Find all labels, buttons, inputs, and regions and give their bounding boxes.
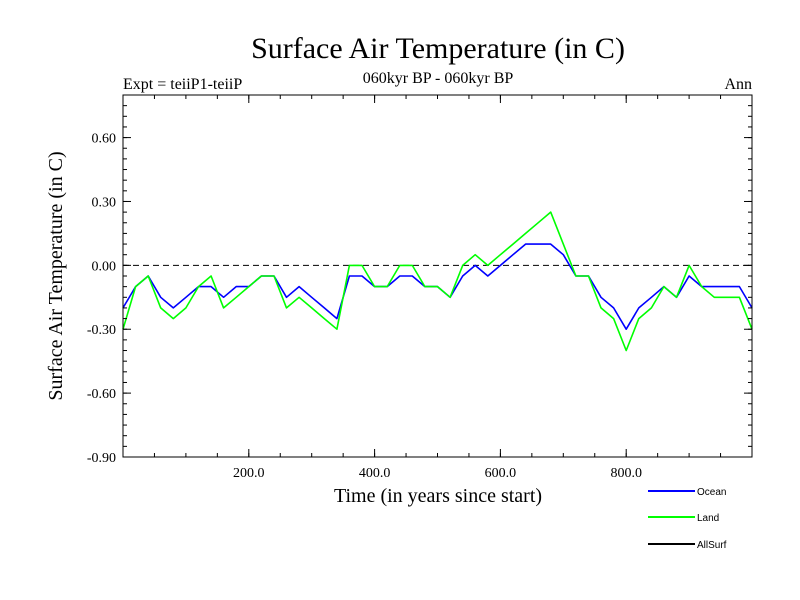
chart-subtitle-left: Expt = teiiP1-teiiP <box>123 76 242 93</box>
y-tick-label: 0.00 <box>92 259 117 274</box>
y-tick-label: -0.60 <box>87 387 116 402</box>
legend-label-ocean: Ocean <box>697 487 726 498</box>
x-tick-label: 400.0 <box>359 466 391 481</box>
x-tick-label: 200.0 <box>233 466 265 481</box>
legend: Ocean Land AllSurf <box>648 487 727 551</box>
chart-subtitle-center: 060kyr BP - 060kyr BP <box>363 70 514 87</box>
legend-label-land: Land <box>697 513 719 524</box>
y-tick-label: 0.60 <box>92 132 117 147</box>
y-axis-label: Surface Air Temperature (in C) <box>45 151 67 400</box>
legend-label-allsurf: AllSurf <box>697 540 727 551</box>
y-tick-label: 0.30 <box>92 195 117 210</box>
x-axis-label: Time (in years since start) <box>334 485 542 507</box>
x-tick-label: 800.0 <box>610 466 642 481</box>
y-tick-label: -0.90 <box>87 451 116 466</box>
plot-area: -0.90 -0.60 -0.30 0.00 0.30 0.60 200.0 400.0 600… <box>87 94 753 481</box>
plot-frame <box>122 94 753 458</box>
chart-title: Surface Air Temperature (in C) <box>251 32 625 65</box>
x-tick-label: 600.0 <box>485 466 517 481</box>
y-tick-label: -0.30 <box>87 323 116 338</box>
series-line-land <box>122 211 753 352</box>
chart-subtitle-right: Ann <box>724 76 752 93</box>
